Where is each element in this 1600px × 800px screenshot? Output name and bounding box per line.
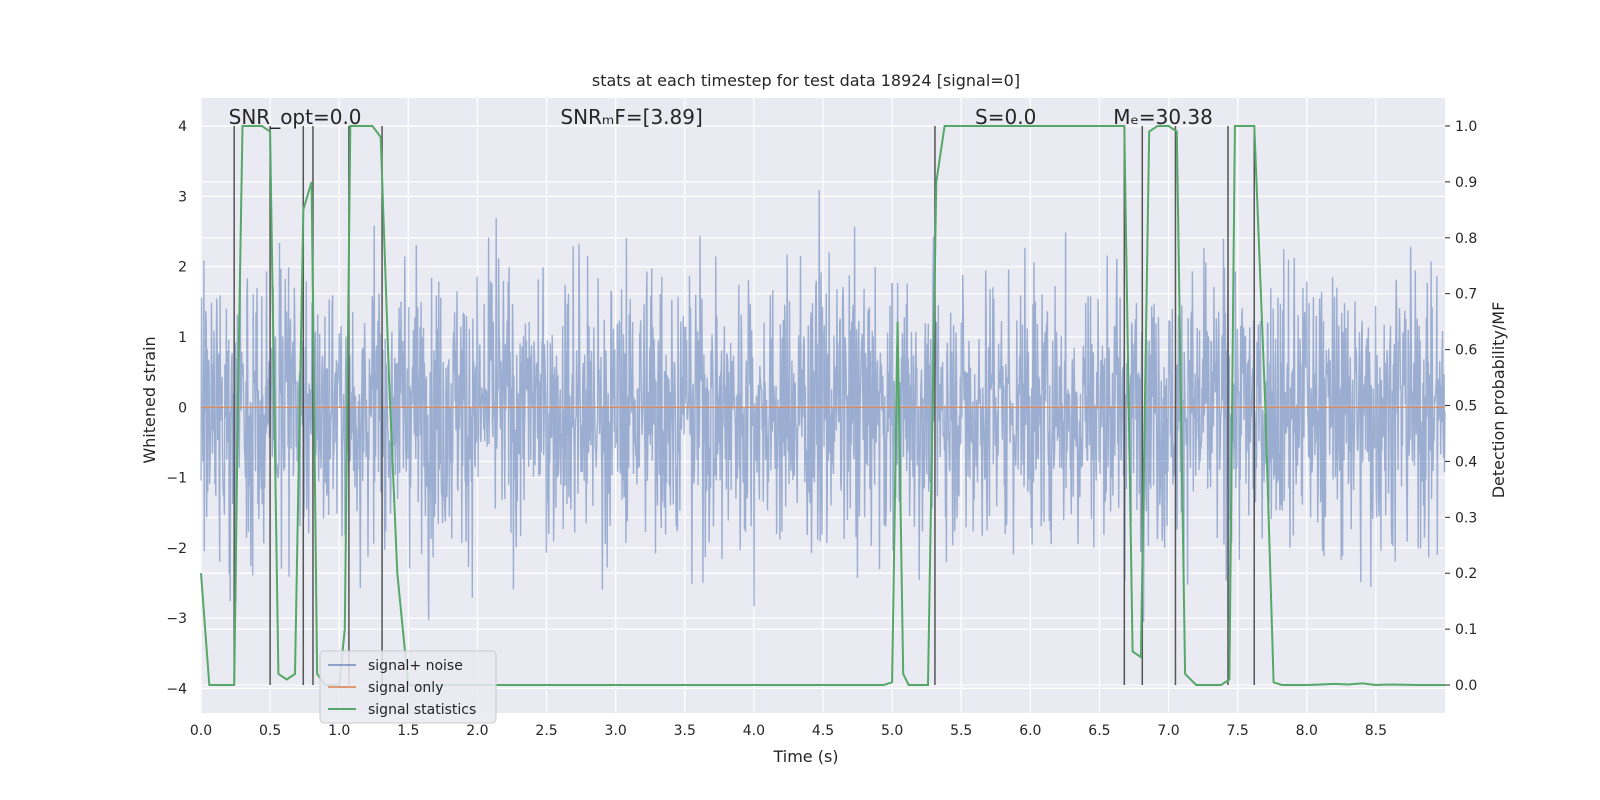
y-tick-label-left: −2 xyxy=(166,541,187,557)
x-tick-label: 7.0 xyxy=(1157,723,1179,739)
y-axis-label-left: Whitened strain xyxy=(140,336,159,463)
annotation-snr-opt: SNR_opt=0.0 xyxy=(229,105,362,129)
x-axis-label: Time (s) xyxy=(772,747,838,766)
x-tick-label: 2.5 xyxy=(535,723,557,739)
x-tick-label: 7.5 xyxy=(1227,723,1249,739)
y-tick-label-right: 0.8 xyxy=(1455,231,1477,247)
x-tick-label: 3.0 xyxy=(605,723,627,739)
legend-label: signal statistics xyxy=(368,702,476,718)
x-tick-label: 5.5 xyxy=(950,723,972,739)
y-tick-label-right: 0.3 xyxy=(1455,510,1477,526)
x-tick-label: 3.5 xyxy=(674,723,696,739)
y-tick-label-right: 0.4 xyxy=(1455,454,1477,470)
y-tick-label-left: 0 xyxy=(178,400,187,416)
y-tick-label-left: 3 xyxy=(178,189,187,205)
y-tick-label-right: 0.5 xyxy=(1455,399,1477,415)
y-tick-label-right: 0.9 xyxy=(1455,175,1477,191)
x-tick-label: 4.0 xyxy=(743,723,765,739)
y-tick-label-right: 0.2 xyxy=(1455,566,1477,582)
annotation-mc: Mₑ=30.38 xyxy=(1113,105,1213,129)
y-tick-label-left: 2 xyxy=(178,260,187,276)
x-tick-label: 5.0 xyxy=(881,723,903,739)
y-tick-label-right: 0.0 xyxy=(1455,678,1477,694)
series-signal-statistics xyxy=(200,125,1445,687)
plot-area: 0.0 0.5 1.0 1.5 2.0 2.5 3.0 3.5 4.0 4.5 5.0 5.5 6.0 6… xyxy=(166,98,1477,739)
series-signal-plus-noise xyxy=(200,190,1446,622)
annotation-snr-mf: SNRₘF=[3.89] xyxy=(560,105,702,129)
y-axis-label-right: Detection probability/MF xyxy=(1489,302,1508,499)
y-tick-label-left: 1 xyxy=(178,330,187,346)
x-tick-label: 8.0 xyxy=(1296,723,1318,739)
legend-label: signal only xyxy=(368,680,443,696)
chart-title: stats at each timestep for test data 189… xyxy=(592,71,1020,90)
x-tick-label: 0.0 xyxy=(190,723,212,739)
y-tick-label-left: −3 xyxy=(166,611,187,627)
x-tick-label: 6.0 xyxy=(1019,723,1041,739)
y-tick-label-right: 0.6 xyxy=(1455,343,1477,359)
y-tick-label-left: −1 xyxy=(166,471,187,487)
x-tick-label: 1.0 xyxy=(328,723,350,739)
x-tick-label: 1.5 xyxy=(397,723,419,739)
x-tick-label: 6.5 xyxy=(1088,723,1110,739)
x-tick-label: 2.0 xyxy=(466,723,488,739)
x-tick-label: 0.5 xyxy=(259,723,281,739)
y-tick-label-right: 0.7 xyxy=(1455,287,1477,303)
y-tick-label-right: 0.1 xyxy=(1455,622,1477,638)
y-tick-label-right: 1.0 xyxy=(1455,119,1477,135)
legend-label: signal+ noise xyxy=(368,658,463,674)
y-tick-label-left: 4 xyxy=(178,119,187,135)
y-tick-label-left: −4 xyxy=(166,681,187,697)
x-tick-label: 4.5 xyxy=(812,723,834,739)
legend-box xyxy=(319,650,497,724)
annotation-s: S=0.0 xyxy=(975,105,1036,129)
x-tick-label: 8.5 xyxy=(1365,723,1387,739)
